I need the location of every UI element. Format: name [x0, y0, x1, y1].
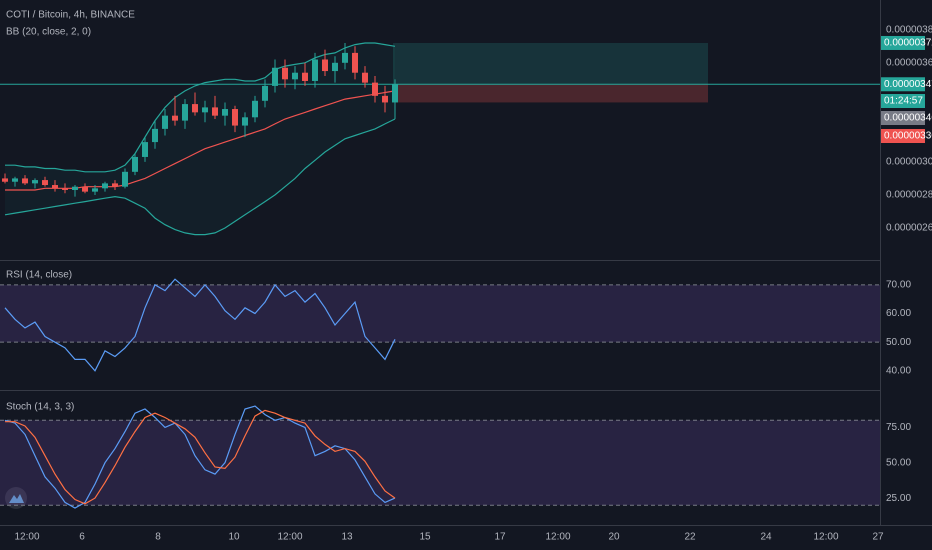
time-label: 17	[494, 532, 506, 543]
rsi-band	[0, 284, 880, 343]
price-tag	[881, 35, 925, 50]
candle-body	[312, 59, 318, 81]
bb-lower	[4, 118, 396, 236]
candle-body	[2, 178, 8, 182]
price-tag	[881, 111, 925, 125]
price-tag-label: 0.00000346	[884, 113, 932, 124]
candle-body	[332, 62, 338, 72]
time-label: 24	[760, 532, 772, 543]
bb-basis	[5, 90, 396, 191]
candle-body	[42, 180, 48, 186]
rsi-tick-label: 70.00	[886, 280, 911, 291]
stoch-tick-label: 75.00	[886, 422, 911, 433]
stop-zone	[393, 84, 708, 103]
candle-body	[352, 52, 358, 73]
price-tag-label: 0.00000347	[884, 79, 932, 90]
price-tag-label: 0.00000336	[884, 131, 932, 142]
stoch-title: Stoch (14, 3, 3)	[6, 402, 74, 413]
candle-body	[362, 72, 368, 83]
tv-logo[interactable]	[5, 487, 27, 509]
rsi-tick-label: 40.00	[886, 365, 911, 376]
candle-body	[172, 115, 178, 121]
candle-body	[12, 178, 18, 182]
candle-body	[152, 128, 158, 143]
time-label: 13	[341, 532, 353, 543]
candle-body	[192, 104, 198, 113]
candle-body	[262, 85, 268, 101]
candle-body	[252, 100, 258, 118]
candle-body	[52, 185, 58, 189]
rsi-tick-label: 50.00	[886, 337, 911, 348]
price-tag-label: 01:24:57	[884, 96, 923, 107]
rsi-title: RSI (14, close)	[6, 270, 72, 281]
stoch-line	[5, 409, 396, 505]
candle-body	[272, 67, 278, 86]
price-tag	[881, 77, 925, 92]
candle-body	[182, 104, 188, 121]
target-zone	[393, 42, 708, 85]
time-label: 20	[608, 532, 620, 543]
candle-body	[62, 188, 68, 190]
rsi-line	[4, 278, 396, 372]
candle-body	[342, 52, 348, 63]
time-label: 10	[228, 532, 240, 543]
candle-body	[112, 183, 118, 187]
time-label: 22	[684, 532, 696, 543]
stoch-tick-label: 50.00	[886, 457, 911, 468]
candle-body	[322, 59, 328, 72]
candle-body	[32, 180, 38, 184]
stoch-tick-label: 25.00	[886, 493, 911, 504]
candle-body	[242, 117, 248, 126]
stoch-band	[0, 420, 880, 506]
candle-body	[232, 109, 238, 126]
candle-body	[122, 171, 128, 187]
price-tag	[881, 129, 925, 143]
candle-body	[22, 178, 28, 184]
bb-upper	[5, 42, 396, 173]
time-label: 6	[79, 532, 85, 543]
price-tag-label: 0.00000372	[884, 38, 932, 49]
candle-body	[102, 183, 108, 189]
candle-body	[162, 115, 168, 129]
time-label: 12:00	[545, 532, 570, 543]
candle-body	[72, 186, 78, 190]
candle-body	[202, 107, 208, 113]
time-label: 8	[155, 532, 161, 543]
symbol-title: COTI / Bitcoin, 4h, BINANCE	[6, 10, 135, 21]
candle-body	[372, 82, 378, 96]
time-label: 12:00	[277, 532, 302, 543]
candle-body	[212, 107, 218, 116]
time-label: 12:00	[14, 532, 39, 543]
candle-body	[382, 95, 388, 103]
candle-body	[302, 72, 308, 81]
time-label: 27	[872, 532, 884, 543]
candle-body	[132, 156, 138, 172]
candle-body	[392, 84, 398, 103]
indicator-title: BB (20, close, 2, 0)	[6, 27, 91, 38]
candle-body	[92, 188, 98, 192]
candle-body	[222, 109, 228, 116]
candle-body	[82, 186, 88, 192]
candle-body	[282, 67, 288, 80]
rsi-tick-label: 60.00	[886, 308, 911, 319]
candle-body	[292, 72, 298, 80]
time-label: 12:00	[813, 532, 838, 543]
time-label: 15	[419, 532, 431, 543]
candle-body	[142, 142, 148, 157]
price-tag	[881, 94, 925, 108]
